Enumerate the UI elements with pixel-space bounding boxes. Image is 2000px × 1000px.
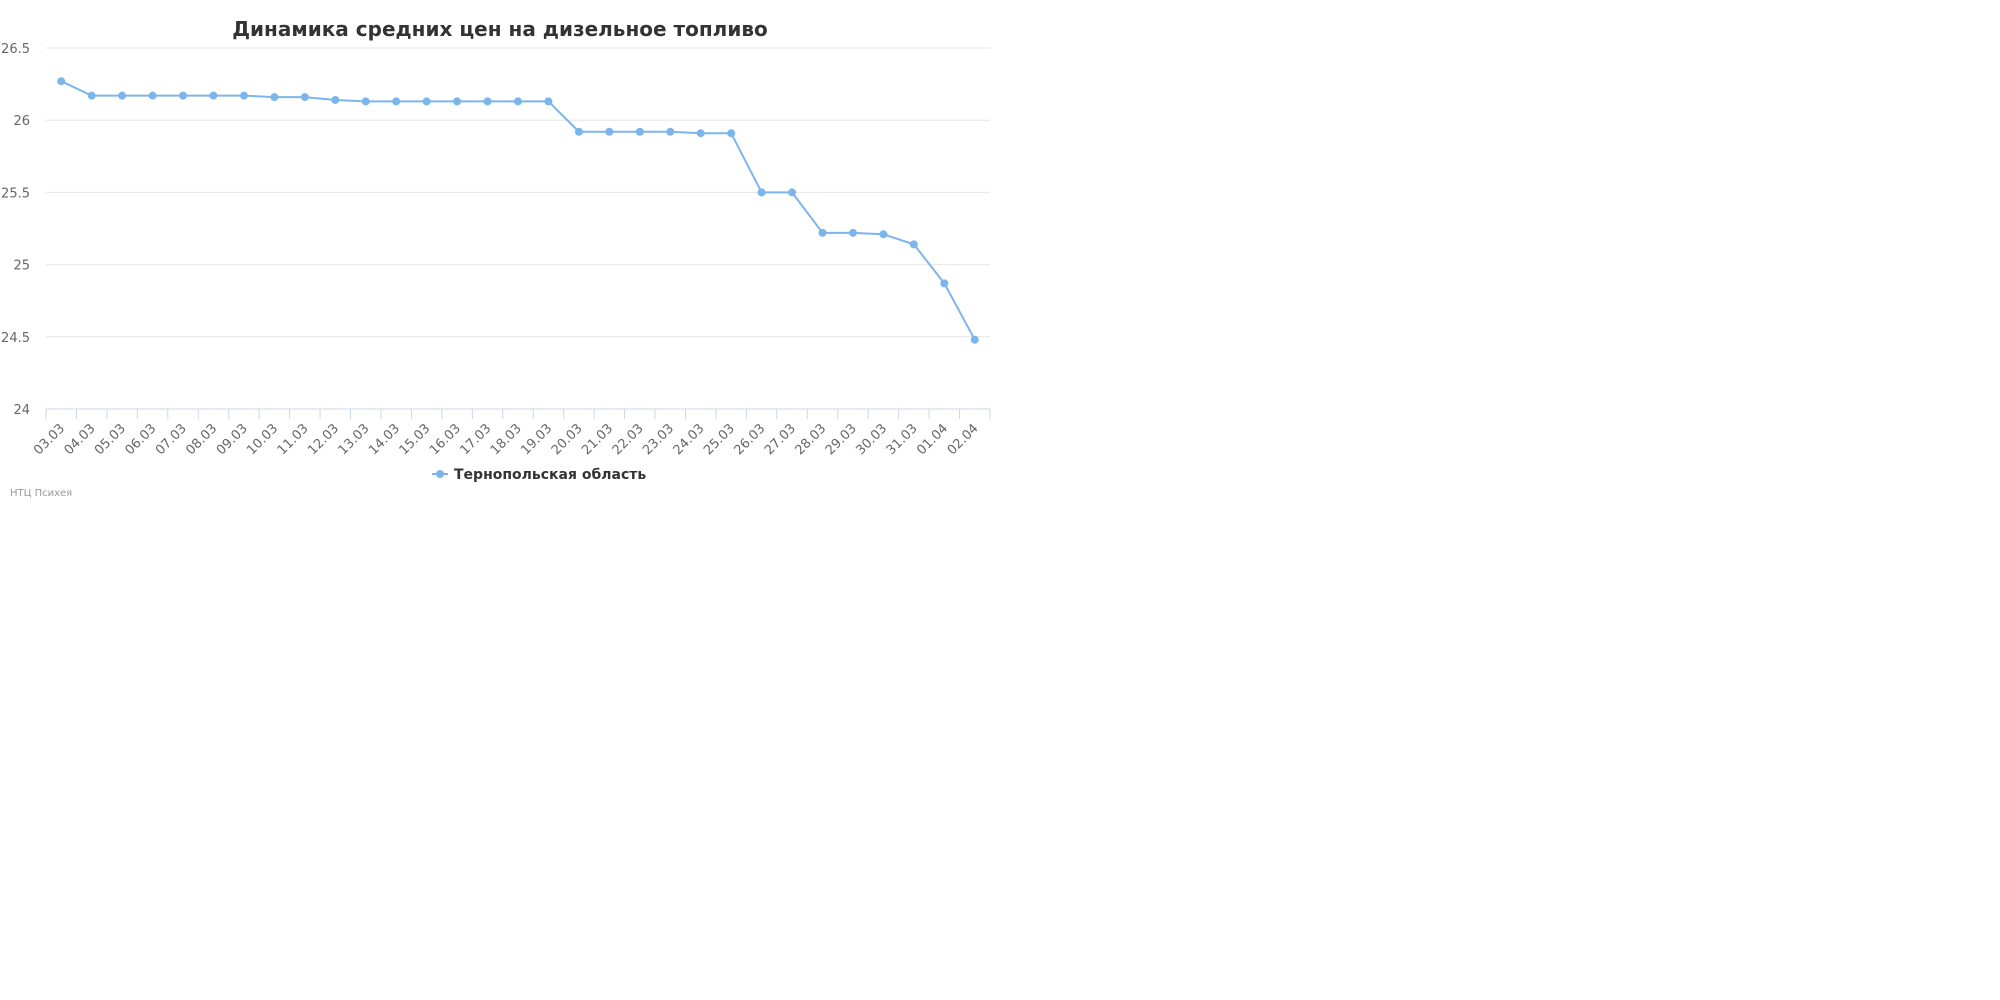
x-axis: 03.0304.0305.0306.0307.0308.0309.0310.03… bbox=[31, 408, 991, 458]
x-tick-label: 15.03 bbox=[397, 421, 434, 458]
line-chart: Динамика средних цен на дизельное топлив… bbox=[1, 17, 991, 499]
gridlines bbox=[46, 47, 990, 338]
data-point[interactable] bbox=[57, 77, 66, 86]
legend[interactable]: Тернопольская область bbox=[432, 467, 646, 483]
data-point[interactable] bbox=[361, 97, 370, 106]
x-tick-label: 10.03 bbox=[244, 421, 281, 458]
x-tick-label: 31.03 bbox=[884, 421, 921, 458]
x-tick-label: 27.03 bbox=[762, 421, 799, 458]
data-point[interactable] bbox=[757, 188, 766, 197]
y-tick-label: 25.5 bbox=[1, 186, 30, 201]
legend-label: Тернопольская область bbox=[454, 467, 646, 483]
data-point[interactable] bbox=[453, 97, 462, 106]
y-tick-label: 24 bbox=[13, 403, 30, 418]
x-tick-label: 16.03 bbox=[427, 421, 464, 458]
credit-label[interactable]: НТЦ Психея bbox=[10, 488, 72, 499]
data-point[interactable] bbox=[848, 228, 857, 237]
y-tick-label: 26.5 bbox=[1, 42, 30, 57]
data-point[interactable] bbox=[544, 97, 553, 106]
y-tick-label: 25 bbox=[13, 259, 30, 274]
x-tick-label: 17.03 bbox=[457, 421, 494, 458]
data-point[interactable] bbox=[727, 129, 736, 138]
data-point[interactable] bbox=[300, 93, 309, 102]
x-tick-label: 04.03 bbox=[62, 421, 99, 458]
data-point[interactable] bbox=[209, 91, 218, 100]
x-tick-label: 02.04 bbox=[945, 421, 982, 458]
x-tick-label: 24.03 bbox=[671, 421, 708, 458]
data-point[interactable] bbox=[635, 127, 644, 136]
x-tick-label: 25.03 bbox=[701, 421, 738, 458]
legend-dot-marker bbox=[436, 470, 444, 478]
x-tick-label: 13.03 bbox=[336, 421, 373, 458]
x-tick-label: 26.03 bbox=[732, 421, 769, 458]
x-tick-label: 06.03 bbox=[122, 421, 159, 458]
x-tick-label: 05.03 bbox=[92, 421, 129, 458]
chart-title: Динамика средних цен на дизельное топлив… bbox=[232, 17, 768, 41]
data-point[interactable] bbox=[574, 127, 583, 136]
data-point[interactable] bbox=[818, 228, 827, 237]
y-tick-label: 24.5 bbox=[1, 331, 30, 346]
data-point[interactable] bbox=[392, 97, 401, 106]
data-point[interactable] bbox=[514, 97, 522, 106]
data-point[interactable] bbox=[422, 97, 431, 106]
data-point[interactable] bbox=[696, 129, 705, 138]
x-tick-label: 11.03 bbox=[275, 421, 312, 458]
y-axis: 24 24.5 25 25.5 26 26.5 bbox=[1, 42, 30, 418]
x-tick-label: 20.03 bbox=[549, 421, 586, 458]
x-tick-label: 07.03 bbox=[153, 421, 190, 458]
x-tick-label: 14.03 bbox=[366, 421, 403, 458]
x-tick-label: 09.03 bbox=[214, 421, 251, 458]
x-tick-label: 18.03 bbox=[488, 421, 525, 458]
data-point[interactable] bbox=[118, 91, 127, 100]
data-point[interactable] bbox=[179, 91, 188, 100]
data-point[interactable] bbox=[239, 91, 248, 100]
series-layer bbox=[57, 77, 979, 344]
data-point[interactable] bbox=[483, 97, 492, 106]
data-point[interactable] bbox=[970, 335, 979, 344]
x-tick-label: 12.03 bbox=[305, 421, 342, 458]
data-point[interactable] bbox=[879, 230, 888, 239]
x-tick-label: 08.03 bbox=[183, 421, 220, 458]
x-tick-label: 21.03 bbox=[579, 421, 616, 458]
data-point[interactable] bbox=[666, 127, 675, 136]
x-tick-label: 29.03 bbox=[823, 421, 860, 458]
data-point[interactable] bbox=[148, 91, 157, 100]
data-point[interactable] bbox=[909, 240, 918, 249]
x-tick-label: 30.03 bbox=[853, 421, 890, 458]
data-point[interactable] bbox=[270, 93, 279, 102]
data-point[interactable] bbox=[940, 279, 949, 288]
data-point[interactable] bbox=[331, 95, 340, 104]
y-tick-label: 26 bbox=[13, 114, 30, 129]
x-tick-label: 01.04 bbox=[914, 421, 951, 458]
data-point[interactable] bbox=[605, 127, 614, 136]
data-point[interactable] bbox=[788, 188, 797, 197]
x-tick-label: 23.03 bbox=[640, 421, 677, 458]
x-tick-label: 03.03 bbox=[31, 421, 68, 458]
x-tick-label: 19.03 bbox=[518, 421, 555, 458]
x-tick-label: 28.03 bbox=[792, 421, 829, 458]
x-tick-label: 22.03 bbox=[610, 421, 647, 458]
data-point[interactable] bbox=[87, 91, 96, 100]
